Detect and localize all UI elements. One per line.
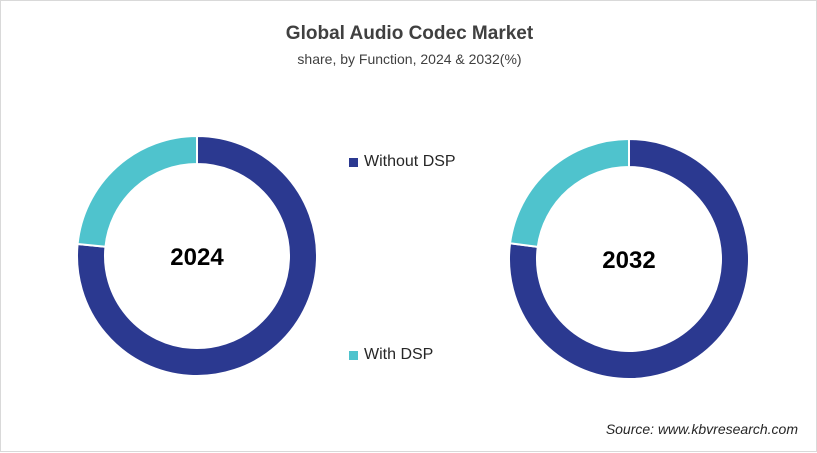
donut-slice-with-dsp bbox=[76, 134, 198, 248]
legend-swatch bbox=[349, 157, 358, 167]
legend-swatch bbox=[349, 350, 358, 360]
source-note: Source: www.kbvresearch.com bbox=[605, 421, 798, 437]
donut-center-label: 2032 bbox=[602, 247, 655, 274]
chart-title: Global Audio Codec Market bbox=[285, 23, 534, 44]
donut-center-label: 2024 bbox=[170, 244, 224, 271]
donut-slice-without-dsp bbox=[508, 137, 750, 380]
chart-subtitle: share, by Function, 2024 & 2032(%) bbox=[297, 51, 522, 67]
legend-item-with-dsp: With DSP bbox=[349, 346, 433, 364]
legend-item-without-dsp: Without DSP bbox=[349, 153, 456, 171]
donut-slice-with-dsp bbox=[508, 137, 630, 249]
legend-label: With DSP bbox=[364, 346, 434, 363]
legend-label: Without DSP bbox=[364, 153, 456, 170]
donut-slice-without-dsp bbox=[76, 134, 318, 377]
